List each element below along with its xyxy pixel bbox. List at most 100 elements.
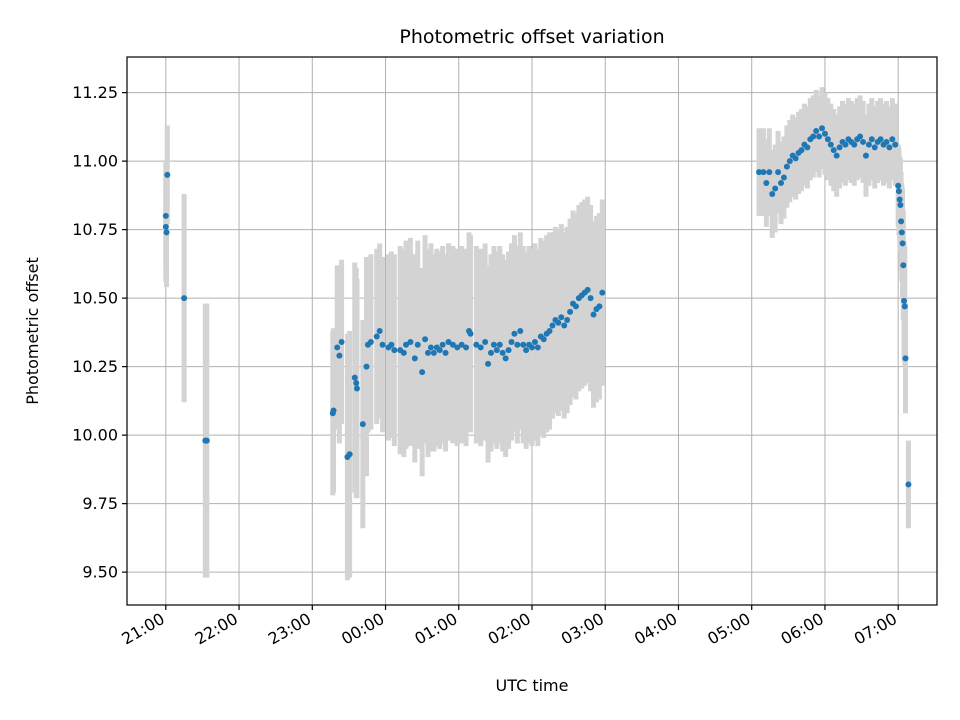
- data-point: [391, 347, 398, 354]
- data-point: [862, 152, 869, 159]
- data-point: [546, 328, 553, 334]
- data-point: [889, 136, 896, 143]
- data-point: [810, 133, 817, 140]
- data-point: [756, 169, 763, 176]
- data-point: [877, 136, 884, 143]
- data-point: [901, 303, 908, 310]
- data-point: [508, 338, 515, 345]
- data-point: [572, 303, 579, 310]
- data-point: [819, 125, 826, 132]
- data-point: [463, 344, 470, 351]
- data-point: [833, 152, 840, 159]
- data-point: [824, 136, 831, 143]
- data-point: [564, 317, 571, 324]
- y-tick-label: 11.00: [72, 152, 118, 171]
- data-point: [868, 136, 875, 143]
- data-point: [485, 360, 492, 367]
- data-point: [353, 380, 360, 387]
- data-point: [780, 174, 787, 181]
- data-point: [567, 308, 574, 315]
- data-point: [487, 349, 494, 356]
- data-point: [896, 196, 903, 203]
- data-point: [514, 341, 521, 348]
- data-point: [427, 344, 434, 351]
- data-point: [203, 437, 210, 444]
- data-point: [590, 311, 597, 318]
- data-point: [555, 319, 562, 326]
- data-point: [897, 201, 904, 208]
- data-point: [827, 141, 834, 148]
- data-point: [162, 212, 169, 219]
- data-point: [400, 349, 407, 356]
- data-point: [458, 341, 465, 348]
- data-point: [411, 355, 418, 362]
- data-point: [181, 295, 188, 302]
- data-point: [388, 341, 395, 348]
- data-point: [851, 141, 858, 148]
- data-point: [865, 141, 872, 148]
- data-point: [436, 347, 443, 354]
- data-point: [162, 223, 169, 230]
- data-point: [769, 191, 776, 197]
- data-point: [905, 481, 912, 488]
- data-point: [813, 127, 820, 134]
- data-point: [330, 407, 337, 414]
- data-point: [596, 303, 603, 310]
- data-point: [351, 374, 358, 381]
- data-point: [403, 341, 410, 348]
- data-point: [763, 180, 770, 187]
- x-axis-label: UTC time: [496, 676, 569, 695]
- data-point: [842, 141, 849, 148]
- data-point: [830, 147, 837, 154]
- y-tick-label: 10.25: [72, 357, 118, 376]
- data-point: [540, 336, 547, 343]
- data-point: [517, 328, 524, 334]
- data-point: [511, 330, 518, 337]
- data-point: [860, 138, 867, 145]
- data-point: [493, 347, 500, 354]
- data-point: [901, 297, 908, 304]
- data-point: [496, 341, 503, 348]
- data-point: [529, 344, 535, 351]
- data-point: [379, 341, 386, 348]
- data-point: [338, 338, 345, 345]
- data-point: [836, 144, 843, 151]
- data-point: [804, 144, 811, 151]
- data-point: [359, 421, 366, 428]
- data-point: [414, 341, 421, 348]
- data-point: [467, 330, 474, 337]
- y-tick-label: 9.75: [82, 494, 118, 513]
- data-point: [886, 144, 893, 151]
- data-point: [816, 133, 823, 140]
- data-point: [353, 385, 360, 392]
- data-point: [587, 295, 594, 302]
- data-point: [898, 218, 905, 225]
- data-point: [584, 286, 591, 293]
- data-point: [898, 229, 905, 236]
- data-point: [439, 341, 446, 348]
- data-point: [857, 133, 864, 140]
- data-point: [425, 349, 432, 356]
- data-point: [334, 344, 341, 351]
- data-point: [778, 180, 785, 187]
- data-point: [346, 451, 353, 458]
- data-point: [407, 338, 414, 345]
- data-point: [523, 347, 530, 354]
- data-point: [531, 338, 538, 345]
- data-point: [599, 289, 606, 296]
- data-point: [871, 144, 878, 151]
- data-point: [430, 349, 437, 356]
- data-point: [792, 155, 799, 162]
- data-point: [772, 185, 779, 192]
- data-point: [505, 347, 512, 354]
- data-point: [422, 336, 429, 343]
- data-point: [798, 147, 805, 154]
- data-point: [520, 341, 527, 348]
- data-point: [482, 338, 489, 345]
- data-point: [445, 338, 452, 345]
- data-point: [892, 141, 899, 148]
- data-point: [895, 182, 902, 189]
- y-tick-label: 11.25: [72, 83, 118, 102]
- data-point: [336, 352, 343, 359]
